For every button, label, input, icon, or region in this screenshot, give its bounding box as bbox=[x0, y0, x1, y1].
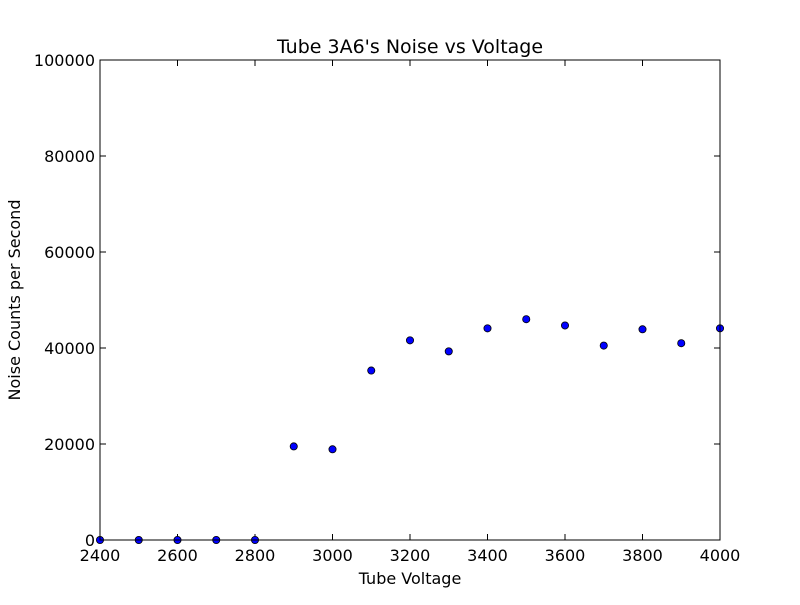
x-tick-label: 3200 bbox=[390, 546, 431, 565]
data-point bbox=[483, 324, 492, 333]
data-point bbox=[289, 442, 298, 451]
chart-title: Tube 3A6's Noise vs Voltage bbox=[276, 36, 543, 58]
y-tick-label: 100000 bbox=[34, 51, 95, 70]
y-tick-label: 0 bbox=[85, 531, 95, 550]
y-axis-label: Noise Counts per Second bbox=[5, 200, 24, 401]
y-tick-label: 20000 bbox=[44, 435, 95, 454]
y-tick-label: 40000 bbox=[44, 339, 95, 358]
data-point bbox=[677, 339, 686, 348]
plot-frame bbox=[99, 59, 721, 541]
x-tick-label: 3600 bbox=[545, 546, 586, 565]
y-tick-label: 60000 bbox=[44, 243, 95, 262]
plot-area bbox=[96, 59, 725, 545]
data-point bbox=[367, 366, 376, 375]
x-tick-label: 2400 bbox=[80, 546, 121, 565]
x-tick-label: 3800 bbox=[622, 546, 663, 565]
x-tick-label: 3400 bbox=[467, 546, 508, 565]
x-tick-label: 2600 bbox=[157, 546, 198, 565]
data-point bbox=[328, 445, 337, 454]
y-tick-label: 80000 bbox=[44, 147, 95, 166]
data-point bbox=[561, 321, 570, 330]
data-point bbox=[638, 325, 647, 334]
x-tick-label: 3000 bbox=[312, 546, 353, 565]
data-point bbox=[522, 315, 531, 324]
data-point bbox=[444, 347, 453, 356]
x-axis-label: Tube Voltage bbox=[358, 569, 462, 588]
x-tick-label: 4000 bbox=[700, 546, 741, 565]
data-point bbox=[405, 336, 414, 345]
data-point bbox=[599, 341, 608, 350]
x-tick-label: 2800 bbox=[235, 546, 276, 565]
